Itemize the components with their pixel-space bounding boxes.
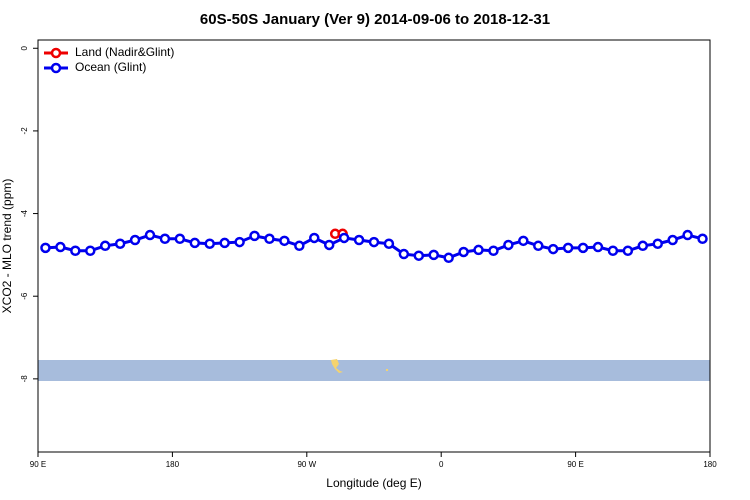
point bbox=[309, 232, 320, 244]
point bbox=[488, 245, 499, 257]
point bbox=[99, 240, 111, 252]
point bbox=[129, 234, 141, 246]
legend-marker bbox=[50, 47, 62, 59]
y-tick-label: -4 bbox=[20, 209, 29, 217]
x-tick-label: 180 bbox=[703, 460, 717, 469]
point bbox=[55, 241, 66, 253]
point bbox=[652, 238, 663, 249]
point bbox=[114, 238, 126, 249]
point bbox=[85, 245, 96, 257]
point bbox=[383, 238, 395, 249]
point bbox=[503, 239, 514, 251]
point bbox=[607, 245, 619, 257]
point bbox=[533, 240, 544, 252]
y-axis-label: XCO2 - MLO trend (ppm) bbox=[0, 179, 14, 314]
point bbox=[249, 230, 260, 242]
point bbox=[547, 243, 559, 255]
y-tick-label: 0 bbox=[20, 45, 29, 50]
point bbox=[637, 240, 649, 252]
point bbox=[264, 233, 275, 245]
point bbox=[174, 233, 186, 245]
point bbox=[577, 242, 589, 254]
point bbox=[562, 242, 574, 254]
x-tick-label: 90 W bbox=[297, 460, 316, 469]
point bbox=[234, 236, 245, 248]
point bbox=[473, 244, 484, 256]
point bbox=[697, 233, 708, 245]
legend-marker bbox=[50, 62, 62, 74]
point bbox=[294, 240, 305, 252]
point bbox=[144, 229, 156, 241]
point bbox=[667, 234, 678, 246]
point bbox=[204, 238, 215, 249]
point bbox=[443, 252, 454, 264]
point bbox=[323, 239, 335, 251]
x-tick-label: 90 E bbox=[567, 460, 583, 469]
y-tick-label: -2 bbox=[20, 127, 29, 135]
point bbox=[159, 233, 171, 245]
y-tick-label: -8 bbox=[20, 375, 29, 383]
land-shape bbox=[386, 369, 388, 371]
point bbox=[428, 249, 439, 261]
point bbox=[518, 235, 529, 247]
point bbox=[622, 245, 634, 257]
point bbox=[353, 234, 365, 246]
x-tick-label: 90 E bbox=[30, 460, 46, 469]
point bbox=[458, 246, 469, 258]
point bbox=[413, 250, 425, 261]
x-tick-label: 0 bbox=[439, 460, 444, 469]
point bbox=[398, 248, 410, 260]
point bbox=[70, 245, 81, 257]
point bbox=[338, 232, 350, 244]
point bbox=[189, 237, 201, 249]
point bbox=[219, 237, 230, 249]
chart-title: 60S-50S January (Ver 9) 2014-09-06 to 20… bbox=[200, 11, 550, 28]
legend-label: Land (Nadir&Glint) bbox=[75, 45, 174, 59]
map-band bbox=[38, 360, 710, 381]
x-axis-label: Longitude (deg E) bbox=[326, 476, 421, 490]
point bbox=[40, 242, 51, 254]
point bbox=[368, 236, 380, 248]
land-shape bbox=[331, 359, 343, 373]
point bbox=[279, 235, 290, 247]
plot-frame bbox=[37, 39, 711, 453]
legend-label: Ocean (Glint) bbox=[75, 60, 146, 74]
y-tick-label: -6 bbox=[20, 292, 29, 300]
x-tick-label: 180 bbox=[166, 460, 180, 469]
point bbox=[592, 241, 604, 253]
point bbox=[682, 229, 693, 241]
